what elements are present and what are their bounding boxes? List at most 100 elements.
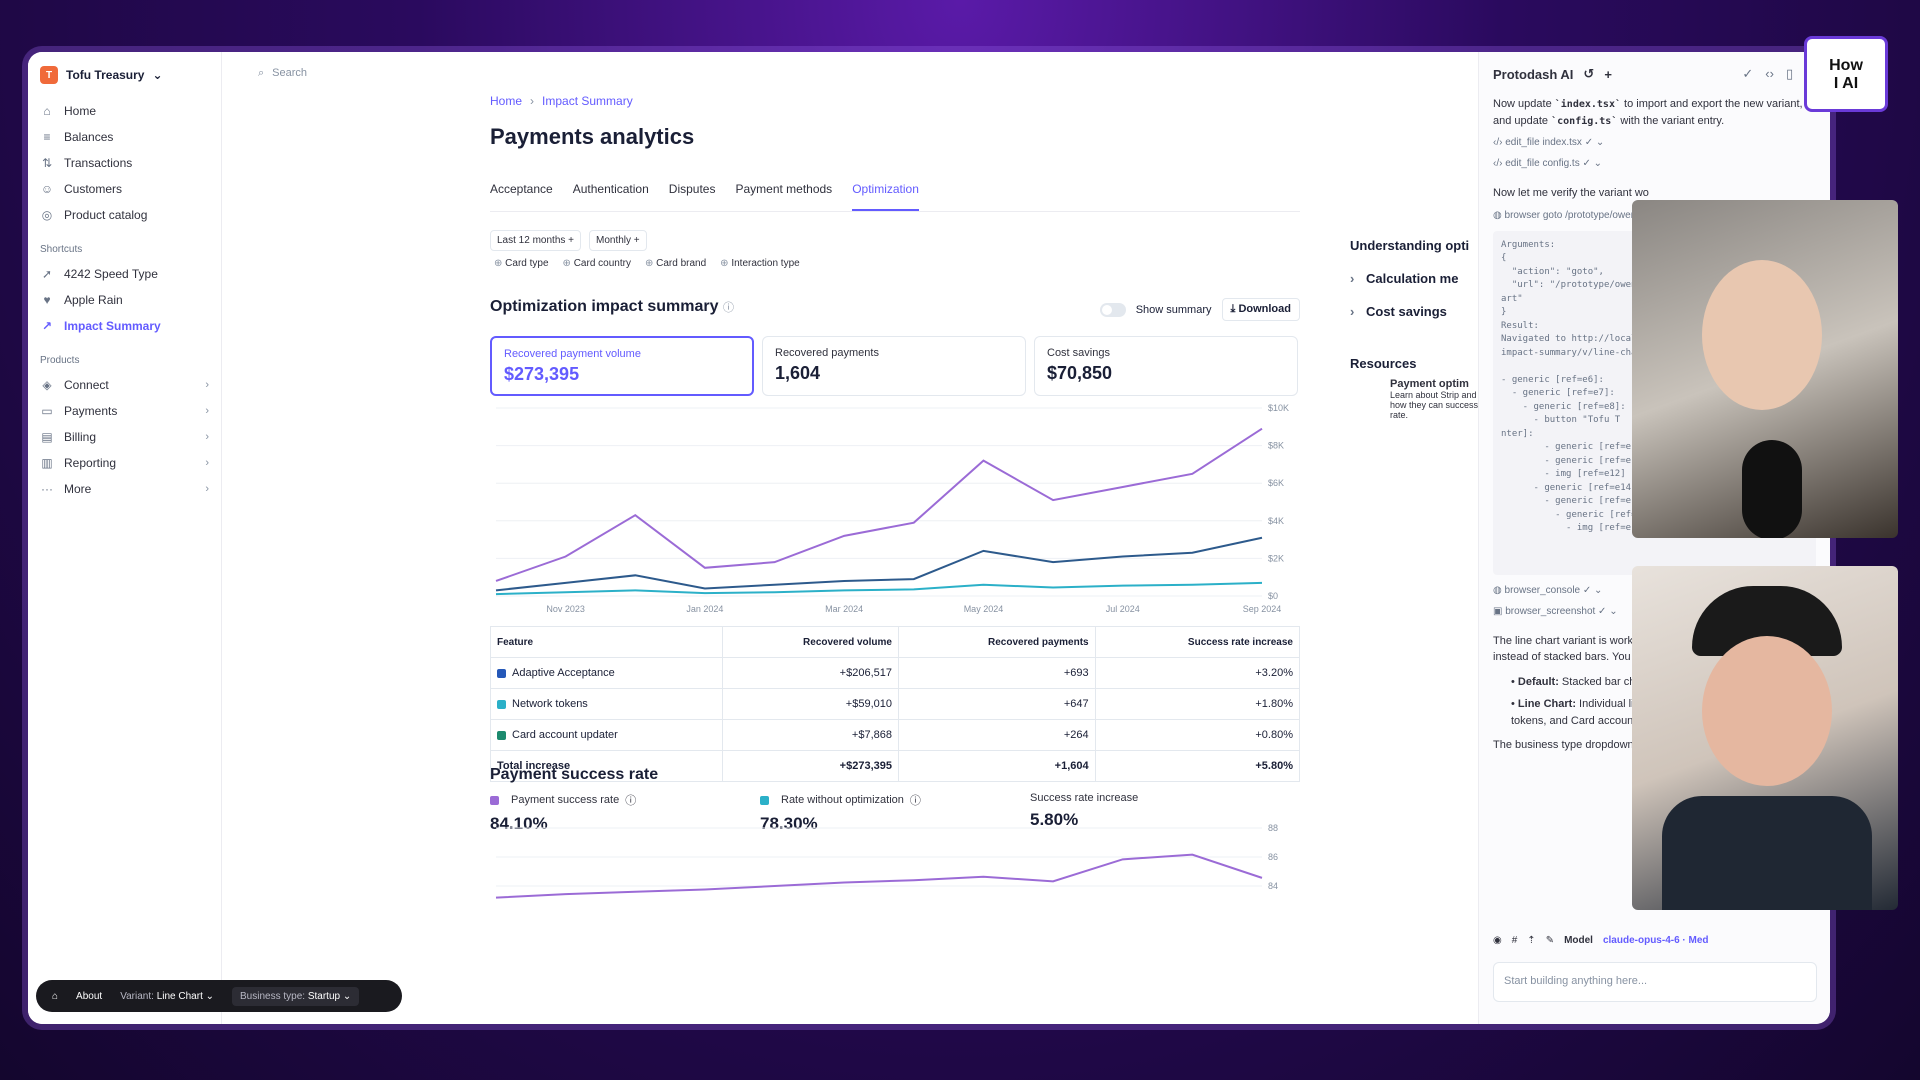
sidebar-item-payments[interactable]: ▭ Payments › [28, 398, 221, 424]
shortcut-apple-rain[interactable]: ♥ Apple Rain [28, 287, 221, 313]
filter-card-brand[interactable]: Card brand [645, 258, 706, 269]
metric-label: Recovered payment volume [504, 348, 641, 360]
table-row: Adaptive Acceptance +$206,517 +693 +3.20… [490, 657, 1301, 689]
sidebar-item-label: More [64, 482, 92, 496]
tool-call[interactable]: ◍ browser goto /prototype/owen [1493, 209, 1637, 221]
model-select[interactable]: claude-opus-4-6 · Med [1602, 935, 1709, 946]
legend-swatch [497, 730, 506, 740]
metric-card-cost-savings[interactable]: Cost savings $70,850 [1034, 336, 1298, 396]
sidebar-item-connect[interactable]: ◈ Connect › [28, 372, 221, 398]
sidebar-item-transactions[interactable]: ⇅ Transactions [28, 150, 221, 176]
search-bar[interactable]: ⌕ Search [252, 62, 552, 84]
metric-card-recovered-volume[interactable]: Recovered payment volume $273,395 [490, 336, 754, 396]
tab-disputes[interactable]: Disputes [668, 182, 716, 196]
tool-call[interactable]: ◍ browser_console ✓ ⌄ [1493, 584, 1603, 596]
rate-cell: +3.20% [1094, 657, 1301, 689]
breadcrumb-home[interactable]: Home [490, 94, 523, 108]
variant-dropdown[interactable]: Variant: Line Chart ⌄ [120, 991, 214, 1002]
tool-label: browser_screenshot ✓ [1505, 605, 1607, 617]
show-summary-toggle[interactable] [1099, 302, 1126, 317]
info-icon[interactable]: ⓘ [625, 795, 637, 807]
about-button[interactable]: About [76, 990, 103, 1002]
shortcut-speed-type[interactable]: ➚ 4242 Speed Type [28, 261, 221, 287]
tool-call[interactable]: ▣ browser_screenshot ✓ ⌄ [1493, 605, 1618, 617]
text-fragment: Now update [1493, 98, 1555, 110]
model-label: Model [1564, 935, 1593, 946]
tab-acceptance[interactable]: Acceptance [490, 182, 553, 196]
sidebar-item-home[interactable]: ⌂ Home [28, 98, 221, 124]
panel-icon[interactable]: ▯ [1785, 66, 1794, 81]
sidebar-item-label: Payments [64, 404, 118, 418]
business-type-dropdown[interactable]: Business type: Startup ⌄ [232, 986, 360, 1006]
feature-cell: Network tokens [490, 688, 723, 720]
filter-interaction-type[interactable]: Interaction type [720, 258, 799, 269]
tool-call[interactable]: ‹/› edit_file index.tsx ✓ ⌄ [1493, 137, 1605, 148]
new-chat-icon[interactable]: + [1604, 66, 1612, 82]
metric-card-recovered-payments[interactable]: Recovered payments 1,604 [762, 336, 1026, 396]
x-tick-label: Mar 2024 [825, 604, 863, 614]
chevron-right-icon: › [205, 379, 209, 391]
prompt-input[interactable]: Start building anything here... [1493, 962, 1817, 1002]
chevron-right-icon: › [205, 483, 209, 495]
sidebar-item-customers[interactable]: ☺ Customers [28, 176, 221, 202]
download-icon: ⤓ [1230, 303, 1236, 315]
filter-card-country[interactable]: Card country [563, 258, 631, 269]
eye-icon[interactable]: ◉ [1493, 935, 1502, 946]
period-filter[interactable]: Last 12 months + [490, 230, 581, 251]
code-fragment: `config.ts` [1551, 115, 1618, 127]
series-line-1 [495, 536, 1263, 592]
face-shape [1702, 260, 1822, 410]
shortcut-impact-summary[interactable]: ↗ Impact Summary [28, 313, 221, 339]
sidebar-item-label: Transactions [64, 156, 133, 170]
sidebar-item-balances[interactable]: ≡ Balances [28, 124, 221, 150]
legend-swatch [497, 699, 506, 709]
heart-icon: ♥ [43, 293, 51, 307]
tool-call[interactable]: ‹/› edit_file config.ts ✓ ⌄ [1493, 158, 1603, 169]
search-icon: ⌕ [258, 66, 265, 79]
download-button[interactable]: ⤓ Download [1221, 298, 1300, 321]
sidebar-item-reporting[interactable]: ▥ Reporting › [28, 450, 221, 476]
sidebar-item-product-catalog[interactable]: ◎ Product catalog [28, 202, 221, 228]
ai-message: The business type dropdown co [1493, 739, 1649, 751]
summary-title: Optimization impact summary [490, 298, 719, 315]
shortcut-label: Impact Summary [64, 319, 161, 333]
code-icon[interactable]: ‹› [1765, 66, 1774, 81]
hash-icon[interactable]: # [1511, 935, 1518, 946]
info-icon[interactable]: ⓘ [722, 302, 734, 314]
tab-optimization[interactable]: Optimization [852, 182, 919, 211]
history-icon[interactable]: ↺ [1583, 66, 1595, 81]
y-tick-label: 88 [1268, 823, 1278, 833]
understanding-title: Understanding opti [1350, 238, 1470, 253]
feature-cell: Adaptive Acceptance [490, 657, 723, 689]
filter-card-type[interactable]: Card type [494, 258, 548, 269]
calculation-accordion[interactable]: Calculation me [1350, 271, 1480, 286]
account-switcher[interactable]: T Tofu Treasury ⌄ [28, 52, 221, 98]
payments-cell: +1,604 [897, 750, 1096, 782]
home-icon[interactable]: ⌂ [52, 990, 59, 1002]
resource-card[interactable]: Payment optim Learn about Strip and how … [1350, 378, 1480, 440]
x-tick-label: May 2024 [964, 604, 1004, 614]
ai-message: Now let me verify the variant wo [1493, 187, 1649, 199]
cost-savings-accordion[interactable]: Cost savings [1350, 304, 1480, 319]
metric-value: $70,850 [1047, 363, 1113, 383]
rate-cell: +0.80% [1094, 719, 1301, 751]
shortcut-label: Apple Rain [64, 293, 123, 307]
feature-name: Adaptive Acceptance [512, 667, 615, 679]
info-icon[interactable]: ⓘ [909, 795, 921, 807]
sidebar-item-more[interactable]: ··· More › [28, 476, 221, 502]
breadcrumb-current[interactable]: Impact Summary [542, 94, 633, 108]
interval-filter[interactable]: Monthly + [589, 230, 647, 251]
check-icon[interactable]: ✓ [1742, 66, 1754, 81]
x-tick-label: Jan 2024 [686, 604, 723, 614]
chevron-right-icon: › [205, 457, 209, 469]
resource-text: Learn about Strip and how they can succe… [1390, 390, 1479, 420]
attach-icon[interactable]: ⇡ [1527, 935, 1536, 946]
tab-authentication[interactable]: Authentication [572, 182, 649, 196]
tools-icon[interactable]: ✎ [1545, 935, 1555, 946]
feature-table: Feature Recovered volume Recovered payme… [490, 626, 1301, 782]
date-filters: Last 12 months + Monthly + [490, 230, 647, 251]
sidebar-item-billing[interactable]: ▤ Billing › [28, 424, 221, 450]
tab-payment-methods[interactable]: Payment methods [735, 182, 833, 196]
search-input[interactable]: Search [272, 67, 308, 79]
y-tick-label: $4K [1268, 516, 1284, 526]
